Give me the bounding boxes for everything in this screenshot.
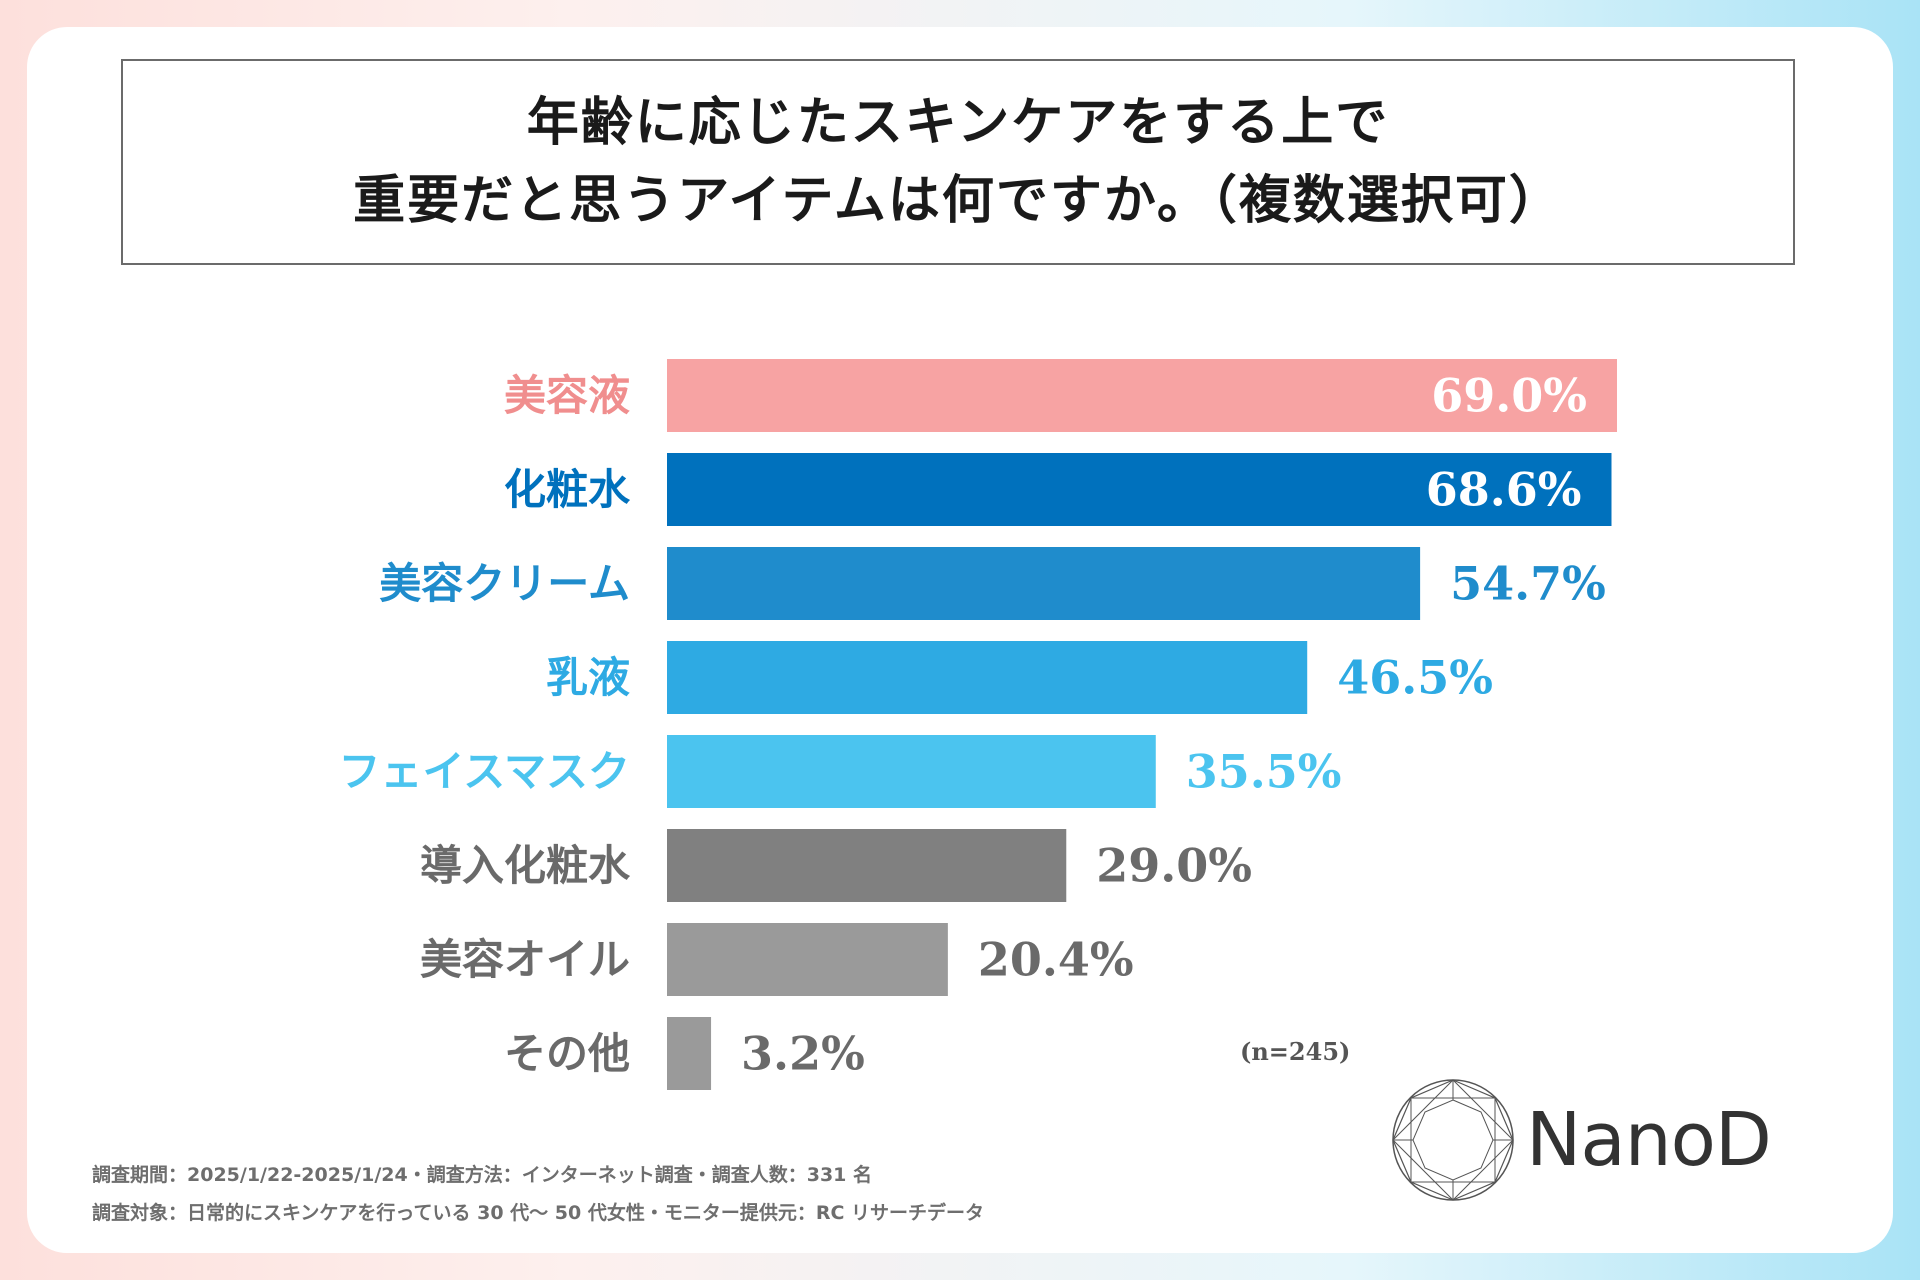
category-label-2: 美容クリーム [379,559,630,608]
value-label-1: 68.6% [1426,463,1582,517]
category-label-5: 導入化粧水 [420,841,631,890]
footnote-survey-target: 調査対象：日常的にスキンケアを行っている 30 代〜 50 代女性・モニター提供… [92,1202,985,1224]
category-label-3: 乳液 [546,653,630,702]
category-label-0: 美容液 [504,371,630,420]
brand-logo: NanoD [1388,1075,1772,1205]
bar-3 [667,641,1308,714]
sample-size-label: (n=245) [1240,1037,1351,1066]
category-label-6: 美容オイル [420,935,630,984]
bar-4 [667,735,1156,808]
value-label-4: 35.5% [1186,745,1342,799]
footnote-survey-period: 調査期間：2025/1/22-2025/1/24・調査方法：インターネット調査・… [92,1164,873,1186]
bar-5 [667,829,1067,902]
bar-7 [667,1017,712,1090]
category-label-4: フェイスマスク [339,747,630,796]
bar-6 [667,923,948,996]
title-line-2: 重要だと思うアイテムは何ですか。（複数選択可） [353,171,1563,231]
bar-1 [667,453,1612,526]
value-label-0: 69.0% [1431,369,1587,423]
chart-card [27,27,1893,1253]
value-label-2: 54.7% [1450,557,1606,611]
category-label-7: その他 [504,1029,630,1078]
value-label-5: 29.0% [1096,839,1252,893]
title-line-1: 年齢に応じたスキンケアをする上で [526,93,1390,153]
value-label-6: 20.4% [978,933,1134,987]
diamond-circle-logo-icon [1392,1079,1514,1201]
bar-2 [667,547,1421,620]
bar-0 [667,359,1617,432]
category-label-1: 化粧水 [504,465,631,514]
title-box: 年齢に応じたスキンケアをする上で 重要だと思うアイテムは何ですか。（複数選択可） [121,59,1795,265]
value-label-7: 3.2% [741,1027,865,1081]
value-label-3: 46.5% [1337,651,1493,705]
logo-text: NanoD [1526,1097,1772,1183]
